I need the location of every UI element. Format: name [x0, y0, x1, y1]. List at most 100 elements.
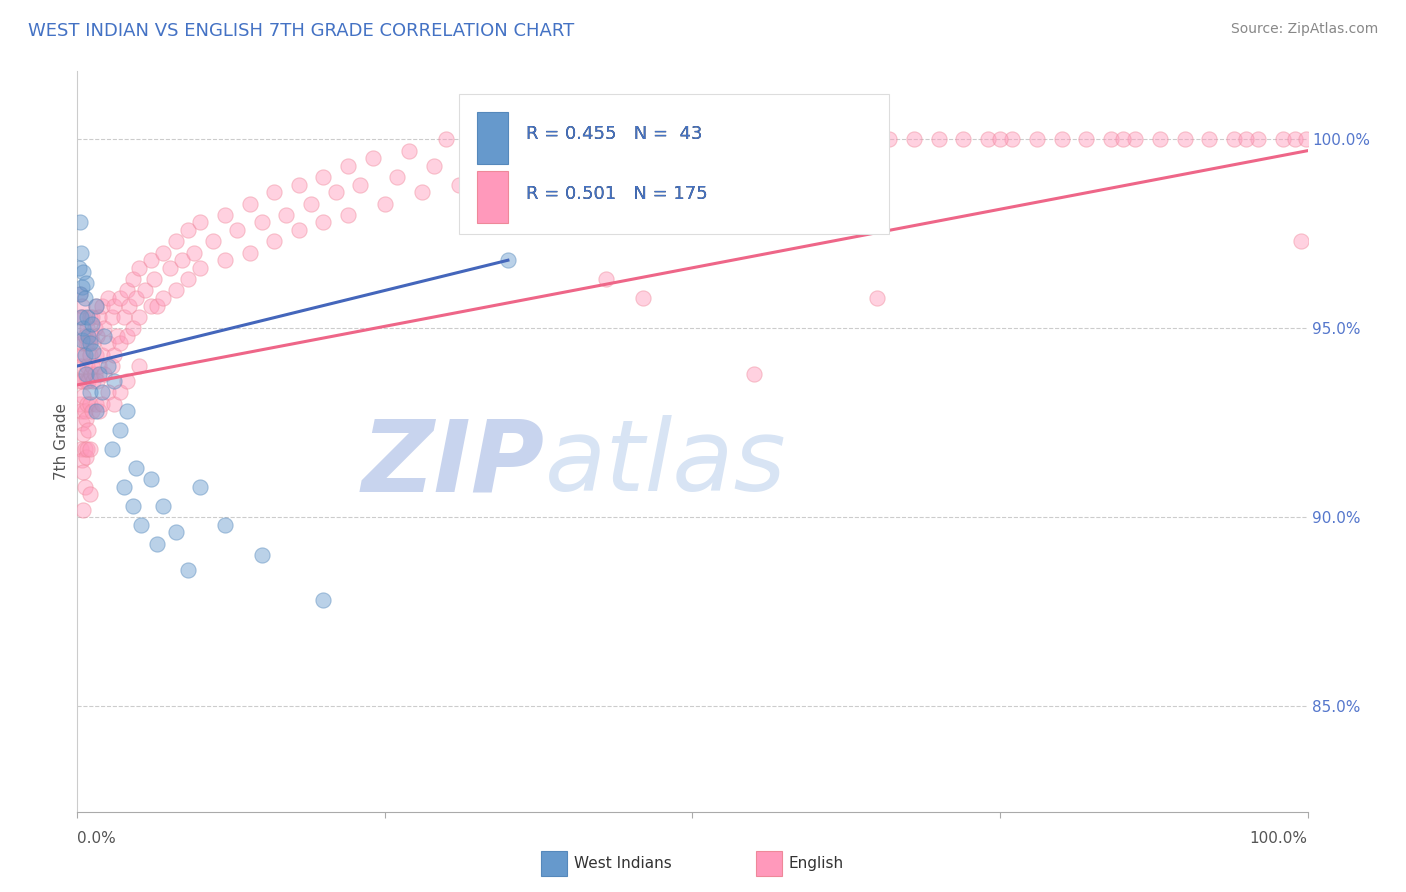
Point	[411, 186, 433, 200]
Y-axis label: 7th Grade: 7th Grade	[53, 403, 69, 480]
Point	[72, 310, 94, 324]
Point	[76, 321, 98, 335]
Point	[69, 287, 91, 301]
Point	[214, 517, 236, 532]
Point	[165, 284, 187, 298]
Point	[76, 442, 98, 456]
Point	[1149, 132, 1171, 146]
Point	[1284, 132, 1306, 146]
Point	[472, 132, 495, 146]
Point	[69, 348, 91, 362]
Point	[70, 442, 93, 456]
Point	[70, 299, 93, 313]
Point	[89, 359, 111, 373]
Point	[558, 132, 581, 146]
Point	[1125, 132, 1147, 146]
Point	[214, 208, 236, 222]
Point	[977, 132, 1000, 146]
Point	[288, 223, 311, 237]
Text: English: English	[789, 856, 844, 871]
Point	[276, 208, 298, 222]
Point	[546, 147, 568, 161]
Point	[374, 196, 396, 211]
Point	[89, 310, 111, 324]
Point	[84, 397, 107, 411]
Point	[67, 325, 90, 339]
Point	[93, 367, 115, 381]
Point	[312, 170, 335, 185]
Point	[165, 525, 187, 540]
Point	[70, 453, 93, 467]
Point	[77, 336, 100, 351]
Point	[952, 132, 974, 146]
Point	[460, 151, 482, 165]
Point	[84, 299, 107, 313]
Point	[1295, 132, 1317, 146]
Point	[90, 385, 114, 400]
Point	[69, 215, 91, 229]
Point	[82, 310, 104, 324]
Point	[72, 389, 94, 403]
Point	[183, 245, 205, 260]
Point	[79, 397, 101, 411]
Text: 0.0%: 0.0%	[77, 831, 117, 846]
Point	[522, 132, 544, 146]
Point	[79, 348, 101, 362]
Point	[1234, 132, 1257, 146]
Point	[79, 310, 101, 324]
Point	[84, 348, 107, 362]
Text: R = 0.455   N =  43: R = 0.455 N = 43	[526, 125, 703, 144]
Point	[76, 310, 98, 324]
Point	[146, 536, 169, 550]
Point	[134, 284, 156, 298]
Point	[731, 132, 754, 146]
Point	[928, 132, 950, 146]
Point	[77, 328, 100, 343]
Point	[84, 299, 107, 313]
Point	[77, 423, 100, 437]
Point	[349, 178, 371, 192]
Text: R = 0.455   N =  43: R = 0.455 N = 43	[526, 125, 703, 144]
Point	[70, 245, 93, 260]
Point	[988, 132, 1011, 146]
Point	[70, 279, 93, 293]
Point	[1099, 132, 1122, 146]
Point	[682, 132, 704, 146]
Point	[755, 132, 778, 146]
Point	[112, 310, 135, 324]
Point	[595, 272, 617, 286]
Point	[73, 480, 96, 494]
Point	[1198, 132, 1220, 146]
Point	[1247, 132, 1270, 146]
Point	[1174, 132, 1197, 146]
Point	[423, 159, 446, 173]
Point	[110, 423, 132, 437]
Text: R = 0.501   N = 175: R = 0.501 N = 175	[526, 185, 709, 202]
Point	[93, 321, 115, 335]
Point	[121, 499, 143, 513]
Point	[534, 132, 557, 146]
Point	[103, 374, 125, 388]
Point	[112, 480, 135, 494]
Point	[1050, 132, 1073, 146]
Point	[125, 461, 148, 475]
Point	[93, 328, 115, 343]
Point	[436, 132, 458, 146]
Point	[69, 287, 91, 301]
Point	[90, 348, 114, 362]
Point	[103, 397, 125, 411]
Point	[75, 276, 97, 290]
Point	[128, 310, 150, 324]
Point	[86, 328, 108, 343]
Point	[121, 272, 143, 286]
Point	[97, 336, 120, 351]
Point	[188, 480, 212, 494]
Point	[73, 291, 96, 305]
Point	[1291, 235, 1313, 249]
Point	[89, 367, 111, 381]
Point	[75, 367, 97, 381]
Point	[125, 291, 148, 305]
Point	[214, 253, 236, 268]
Point	[853, 132, 876, 146]
Point	[86, 374, 108, 388]
